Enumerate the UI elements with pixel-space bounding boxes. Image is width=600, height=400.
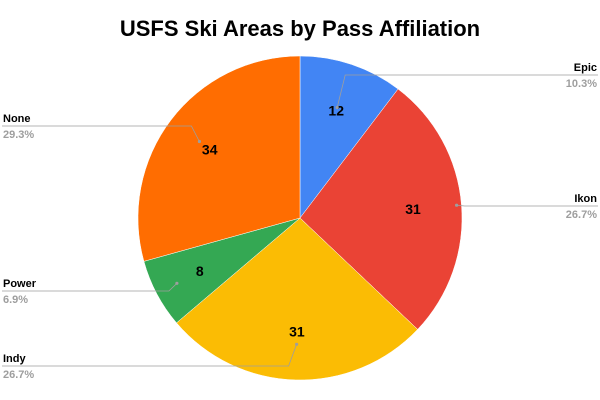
- callout-line-power: [2, 283, 178, 292]
- legend-percent-none: 29.3%: [3, 129, 34, 141]
- pie-slice-ikon: [299, 88, 463, 330]
- callout-dot-indy: [295, 342, 299, 346]
- callout-dot-ikon: [455, 203, 459, 207]
- slice-value-epic: 12: [328, 103, 344, 119]
- slice-value-none: 34: [202, 141, 218, 157]
- callout-line-indy: [2, 344, 297, 367]
- slice-value-ikon: 31: [405, 201, 421, 217]
- callout-dot-none: [197, 139, 201, 144]
- legend-label-power: Power: [3, 278, 37, 290]
- pie-slice-none: [137, 55, 301, 262]
- legend-label-epic: Epic: [574, 62, 597, 74]
- callout-dot-power: [175, 281, 179, 285]
- pie-slice-epic: [299, 55, 399, 219]
- chart-title: USFS Ski Areas by Pass Affiliation: [119, 16, 481, 41]
- slice-value-power: 8: [196, 263, 204, 279]
- legend-percent-ikon: 26.7%: [566, 209, 597, 221]
- pie-slice-indy: [176, 217, 418, 381]
- legend-label-indy: Indy: [3, 353, 26, 365]
- legend-label-ikon: Ikon: [574, 193, 597, 205]
- callout-dot-epic: [335, 105, 339, 110]
- callout-line-epic: [336, 74, 598, 108]
- slice-value-indy: 31: [289, 323, 305, 339]
- legend-percent-indy: 26.7%: [3, 369, 34, 381]
- callout-line-ikon: [456, 204, 598, 207]
- callout-line-none: [2, 125, 200, 142]
- legend-percent-epic: 10.3%: [566, 78, 597, 90]
- legend-label-none: None: [3, 113, 31, 125]
- legend-percent-power: 6.9%: [3, 294, 28, 306]
